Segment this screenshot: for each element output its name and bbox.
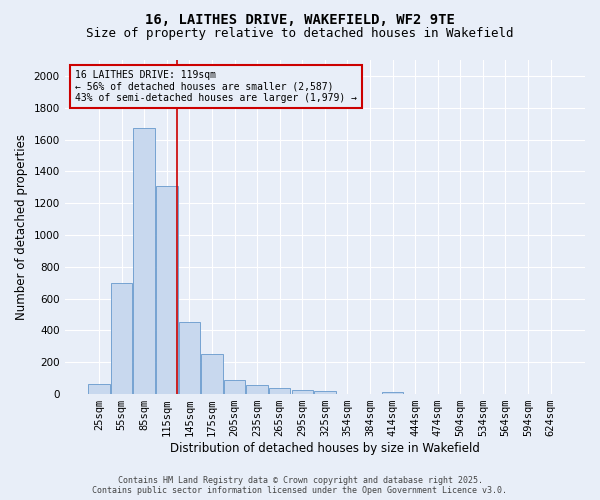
Bar — [133, 128, 155, 394]
Bar — [111, 282, 133, 394]
Bar — [179, 322, 200, 394]
Bar — [88, 384, 110, 394]
Y-axis label: Number of detached properties: Number of detached properties — [15, 134, 28, 320]
Bar — [269, 388, 290, 394]
Bar — [156, 186, 178, 394]
Text: 16 LAITHES DRIVE: 119sqm
← 56% of detached houses are smaller (2,587)
43% of sem: 16 LAITHES DRIVE: 119sqm ← 56% of detach… — [75, 70, 357, 103]
Bar — [247, 386, 268, 394]
X-axis label: Distribution of detached houses by size in Wakefield: Distribution of detached houses by size … — [170, 442, 480, 455]
Bar — [382, 392, 403, 394]
Text: 16, LAITHES DRIVE, WAKEFIELD, WF2 9TE: 16, LAITHES DRIVE, WAKEFIELD, WF2 9TE — [145, 12, 455, 26]
Bar — [224, 380, 245, 394]
Bar — [314, 390, 335, 394]
Text: Contains HM Land Registry data © Crown copyright and database right 2025.
Contai: Contains HM Land Registry data © Crown c… — [92, 476, 508, 495]
Bar — [201, 354, 223, 394]
Text: Size of property relative to detached houses in Wakefield: Size of property relative to detached ho… — [86, 28, 514, 40]
Bar — [292, 390, 313, 394]
